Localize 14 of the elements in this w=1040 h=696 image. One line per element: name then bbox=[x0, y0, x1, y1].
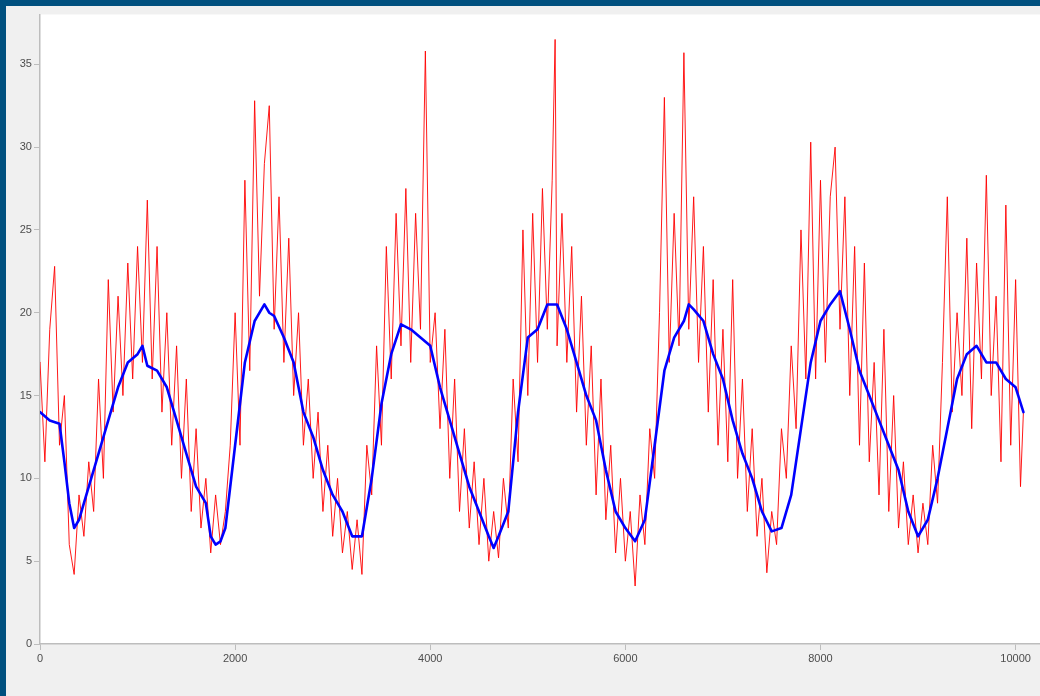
x-tick-label: 10000 bbox=[1000, 651, 1031, 664]
y-tick-label: 30 bbox=[19, 140, 32, 153]
x-tick-label: 4000 bbox=[418, 651, 443, 664]
x-tick-label: 0 bbox=[36, 651, 44, 664]
y-tick-label: 0 bbox=[25, 637, 32, 650]
y-tick-label: 5 bbox=[25, 554, 32, 567]
x-tick-label: 8000 bbox=[808, 651, 833, 664]
x-tick-label: 2000 bbox=[222, 651, 248, 664]
y-tick-label: 35 bbox=[19, 57, 32, 70]
y-tick-label: 20 bbox=[19, 305, 32, 318]
x-tick-label: 6000 bbox=[613, 651, 638, 664]
y-tick-label: 15 bbox=[19, 388, 32, 401]
y-tick-label: 25 bbox=[19, 222, 32, 235]
y-tick-label: 10 bbox=[19, 471, 32, 484]
